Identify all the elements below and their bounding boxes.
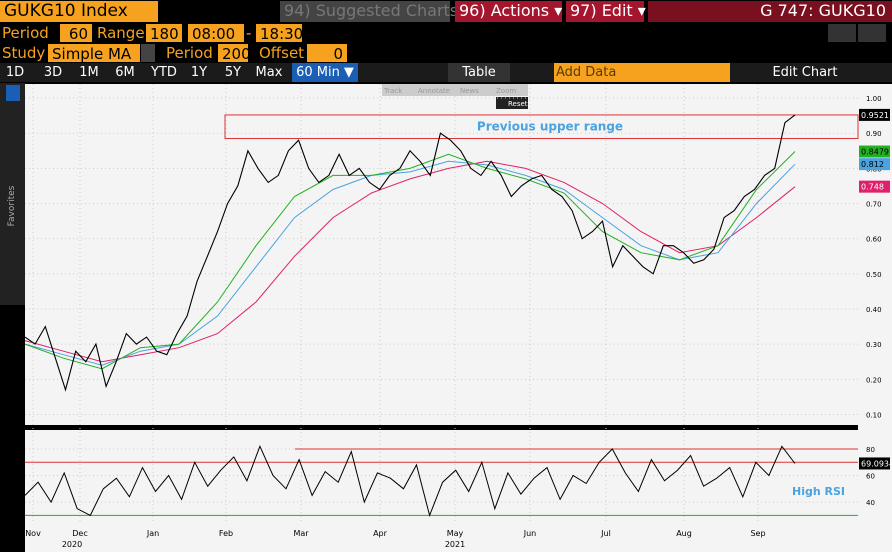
value-tag-text: 69.0934 xyxy=(861,459,892,468)
x-tick-label: Mar xyxy=(293,529,309,538)
value-tag xyxy=(859,145,890,158)
series-line xyxy=(24,444,796,518)
x-tick-label: Aug xyxy=(676,529,692,538)
x-tick-label: Jun xyxy=(523,529,537,538)
study-period-label: Period xyxy=(166,44,213,62)
value-tag-text: 0.9521 xyxy=(861,111,889,120)
value-tag xyxy=(859,108,890,121)
range-tab[interactable]: YTD xyxy=(151,65,177,80)
x-tick-label: Dec xyxy=(72,529,87,538)
series-line xyxy=(24,114,796,392)
dash: - xyxy=(246,24,252,42)
value-tag xyxy=(859,180,890,193)
reset-button[interactable] xyxy=(496,97,528,109)
price-panel xyxy=(25,84,858,425)
offset-input[interactable]: 0 xyxy=(307,44,347,63)
chart-tool: Zoom xyxy=(496,87,516,95)
add-data[interactable]: Add Data xyxy=(554,63,730,82)
actions-menu[interactable]: 96) Actions ▾ xyxy=(455,1,562,22)
y-tick-label: 80 xyxy=(866,446,875,454)
y-tick-label: 0.10 xyxy=(866,411,882,419)
annotation-text: Previous upper range xyxy=(477,120,623,134)
y-tick-label: 0.30 xyxy=(866,341,882,349)
offset-label: Offset xyxy=(259,44,305,62)
y-tick-label: 60 xyxy=(866,473,875,481)
year-label: 2020 xyxy=(62,540,82,549)
range-label: Range xyxy=(97,24,145,42)
chart-tool: Annotate xyxy=(418,87,450,95)
annotation-box xyxy=(224,114,859,139)
study-dropdown[interactable] xyxy=(141,44,155,62)
range-tab[interactable]: 5Y xyxy=(224,65,242,80)
edit-chart[interactable]: Edit Chart xyxy=(772,65,838,80)
value-tag xyxy=(859,457,890,470)
suggested-charts[interactable]: 94) Suggested Charts xyxy=(280,1,458,22)
rsi-annotation: High RSI xyxy=(792,485,845,498)
range-tab[interactable]: 1M xyxy=(79,65,99,80)
range-tab[interactable]: 6M xyxy=(115,65,135,80)
edit-menu[interactable]: 97) Edit ▾ xyxy=(566,1,646,22)
reset: Reset xyxy=(508,100,528,108)
ticker: G 747: GUKG10 xyxy=(648,1,892,22)
security[interactable]: GUKG10 Index xyxy=(0,1,158,22)
y-tick-label: 1.00 xyxy=(866,95,882,103)
range-tab[interactable]: 60 Min ▼ xyxy=(292,63,358,82)
y-tick-label: 0.20 xyxy=(866,376,882,384)
y-tick-label: 40 xyxy=(866,499,875,507)
y-tick-label: 0.90 xyxy=(866,130,882,138)
period-input[interactable]: 60 xyxy=(60,24,92,43)
study-select[interactable]: Simple MA xyxy=(48,44,140,63)
y-tick-label: 0.40 xyxy=(866,306,882,314)
sidebar: Favorites xyxy=(0,83,25,305)
x-tick-label: Feb xyxy=(219,529,233,538)
x-tick-label: Nov xyxy=(25,529,41,538)
redo[interactable] xyxy=(858,24,886,42)
chart-tools xyxy=(382,84,528,96)
range-input[interactable]: 180 xyxy=(146,24,182,43)
range-tab[interactable]: 3D xyxy=(43,65,63,80)
x-tick-label: Sep xyxy=(750,529,765,538)
value-tag xyxy=(859,158,890,171)
chart-tool: Track xyxy=(383,87,403,95)
table-button[interactable]: Table xyxy=(448,63,510,82)
x-tick-label: May xyxy=(447,529,464,538)
y-tick-label: 0.50 xyxy=(866,271,882,279)
study-label: Study xyxy=(2,44,46,62)
start-input[interactable]: 08:00 xyxy=(188,24,244,43)
study-period-input[interactable]: 200 xyxy=(218,44,251,63)
x-tick-label: Jan xyxy=(146,529,159,538)
period-label: Period xyxy=(2,24,49,42)
range-tab[interactable]: 1Y xyxy=(190,65,208,80)
value-tag-text: 0.812 xyxy=(861,160,884,169)
x-tick-label: Jul xyxy=(600,529,611,538)
x-tick-label: Apr xyxy=(373,529,388,538)
range-tab[interactable]: 1D xyxy=(5,65,25,80)
y-tick-label: 0.70 xyxy=(866,201,882,209)
undo[interactable] xyxy=(828,24,856,42)
chart-tool: News xyxy=(460,87,479,95)
x-axis-panel xyxy=(25,522,858,552)
value-tag-text: 0.748 xyxy=(861,183,884,192)
pointer-tool[interactable] xyxy=(6,85,20,101)
value-tag-text: 0.8479 xyxy=(861,148,889,157)
end-input[interactable]: 18:30 xyxy=(256,24,303,43)
series-line xyxy=(24,160,796,366)
y-tick-label: 0.60 xyxy=(866,236,882,244)
year-label: 2021 xyxy=(445,540,465,549)
range-tab[interactable]: Max xyxy=(255,65,283,80)
